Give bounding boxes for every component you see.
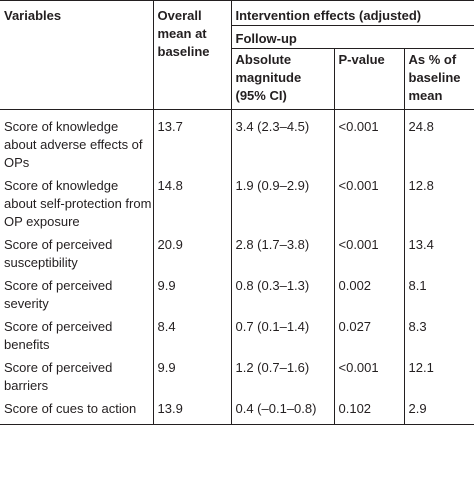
table-row: Score of cues to action 13.9 0.4 (–0.1–0… [0,397,474,425]
cell-pct: 8.1 [408,278,427,293]
cell-variable: Score of cues to action [0,397,154,425]
table-row: Score of perceived barriers 9.9 1.2 (0.7… [0,356,474,397]
cell-magnitude: 0.7 (0.1–1.4) [231,315,335,356]
cell-pct: 24.8 [408,119,434,134]
table-row: Score of perceived susceptibility 20.9 2… [0,233,474,274]
table-row: Score of knowledge about adverse effects… [0,109,474,174]
cell-pct: 12.8 [408,178,434,193]
cell-magnitude: 1.2 (0.7–1.6) [231,356,335,397]
cell-p-value: <0.001 [334,356,405,397]
cell-magnitude: 0.8 (0.3–1.3) [231,274,335,315]
table-row: Score of knowledge about self-protection… [0,174,474,233]
header-pct-baseline: As % of baseline mean [404,48,474,110]
table-row: Score of perceived severity 9.9 0.8 (0.3… [0,274,474,315]
cell-variable: Score of perceived benefits [0,315,154,356]
cell-p-value: <0.001 [334,233,405,274]
cell-pct: 13.4 [408,237,434,252]
header-absolute-magnitude: Absolute magnitude (95% CI) [231,48,335,110]
cell-magnitude: 0.4 (–0.1–0.8) [231,397,335,425]
header-overall-mean: Overall mean at baseline [153,0,232,110]
cell-mean: 9.9 [153,274,232,315]
cell-p-value: <0.001 [334,174,405,233]
cell-variable: Score of knowledge about self-protection… [0,174,154,233]
cell-mean: 13.7 [153,109,232,174]
cell-pct: 2.9 [408,401,427,416]
table-row: Score of perceived benefits 8.4 0.7 (0.1… [0,315,474,356]
cell-variable: Score of knowledge about adverse effects… [0,109,154,174]
cell-variable: Score of perceived severity [0,274,154,315]
cell-p-value: 0.002 [334,274,405,315]
cell-mean: 8.4 [153,315,232,356]
cell-variable: Score of perceived barriers [0,356,154,397]
cell-magnitude: 2.8 (1.7–3.8) [231,233,335,274]
cell-pct: 8.3 [408,319,427,334]
header-p-value: P-value [334,48,405,110]
header-variables: Variables [0,0,154,110]
intervention-effects-table: Variables Overall mean at baseline Inter… [0,0,474,425]
header-intervention-effects: Intervention effects (adjusted) [231,0,474,26]
cell-magnitude: 3.4 (2.3–4.5) [231,109,335,174]
cell-pct: 12.1 [408,360,434,375]
cell-mean: 9.9 [153,356,232,397]
cell-mean: 14.8 [153,174,232,233]
cell-mean: 13.9 [153,397,232,425]
cell-variable: Score of perceived susceptibility [0,233,154,274]
cell-magnitude: 1.9 (0.9–2.9) [231,174,335,233]
header-follow-up: Follow-up [231,25,474,49]
cell-p-value: <0.001 [334,109,405,174]
cell-p-value: 0.027 [334,315,405,356]
cell-mean: 20.9 [153,233,232,274]
cell-p-value: 0.102 [334,397,405,425]
